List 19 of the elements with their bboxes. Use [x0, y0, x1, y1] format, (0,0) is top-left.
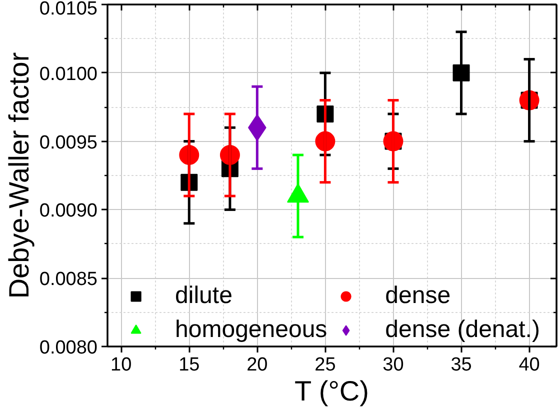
x-tick-label: 30	[382, 354, 404, 376]
x-tick-label: 10	[110, 354, 132, 376]
x-tick-label: 40	[518, 354, 540, 376]
legend-label: homogeneous	[175, 316, 328, 344]
legend-label: dilute	[175, 282, 232, 310]
x-tick-label: 25	[314, 354, 336, 376]
legend-label: dense (denat.)	[385, 316, 540, 344]
y-axis-title: Debye-Waller factor	[3, 52, 34, 299]
y-tick-label: 0.0105	[39, 0, 98, 20]
legend-label: dense	[385, 282, 451, 310]
y-tick-label: 0.0085	[39, 269, 98, 290]
x-axis-title: T (°C)	[294, 376, 369, 406]
x-tick-label: 15	[178, 354, 200, 376]
y-tick-label: 0.0095	[39, 132, 98, 154]
x-tick-label: 20	[246, 354, 268, 376]
y-tick-label: 0.0090	[39, 200, 98, 222]
x-tick-label: 35	[450, 354, 472, 376]
y-tick-label: 0.0080	[39, 338, 98, 358]
y-tick-label: 0.0100	[39, 64, 98, 85]
